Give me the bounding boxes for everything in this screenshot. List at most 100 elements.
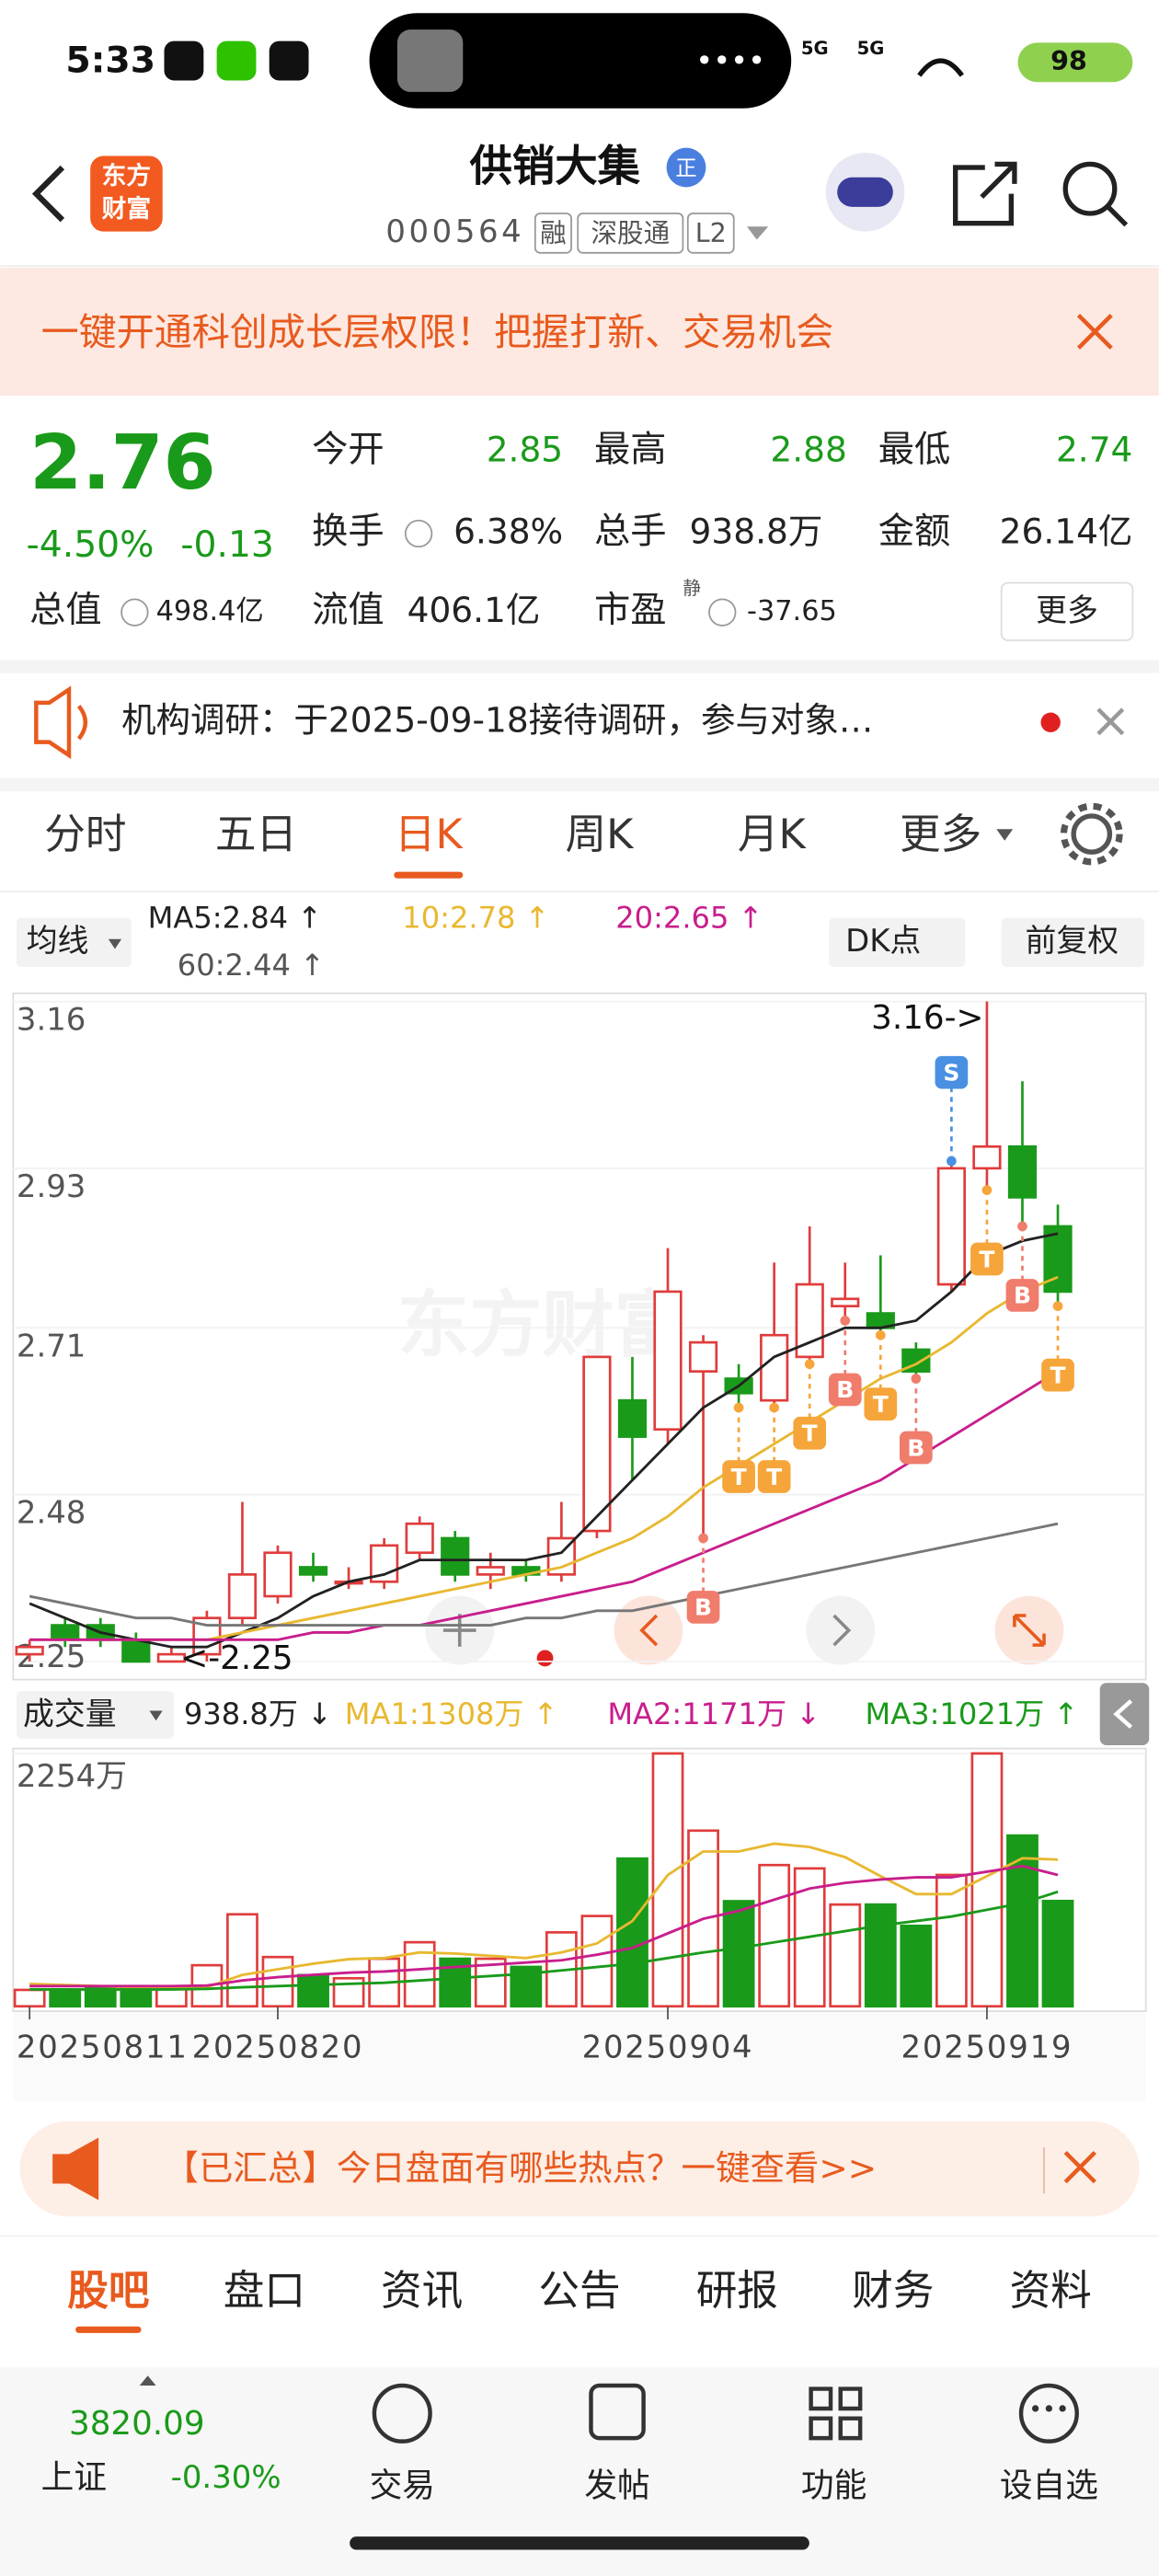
signal-badge — [935, 1055, 969, 1089]
nav-label[interactable]: 设自选 — [1000, 2467, 1098, 2505]
gear-teeth — [1060, 802, 1123, 866]
field-label: 总手 — [594, 511, 667, 552]
candle-body — [263, 1551, 293, 1598]
back-button[interactable] — [31, 165, 65, 223]
signal-dot — [733, 1402, 744, 1413]
volume-button[interactable] — [16, 1691, 175, 1739]
section-tab[interactable]: 研报 — [696, 2267, 778, 2315]
info-icon — [708, 598, 737, 627]
index-value: 3820.09 — [69, 2405, 205, 2443]
nav-label[interactable]: 功能 — [801, 2467, 866, 2505]
period-tab[interactable]: 分时 — [44, 811, 126, 858]
adjust-button[interactable] — [1001, 917, 1144, 968]
section-tab[interactable]: 资料 — [1010, 2267, 1092, 2315]
dropdown-arrow — [108, 938, 122, 949]
index-name: 上证 — [41, 2459, 107, 2497]
dk-label[interactable]: DK点 — [845, 923, 921, 959]
section-tab[interactable]: 资讯 — [381, 2267, 463, 2315]
signal-badge — [899, 1431, 933, 1465]
trade-icon[interactable] — [372, 2383, 432, 2444]
period-tab[interactable]: 更多 — [900, 811, 981, 858]
tag: L2 — [695, 217, 727, 248]
section-tab[interactable]: 盘口 — [224, 2267, 305, 2315]
y-tick-label: 2.25 — [17, 1639, 86, 1674]
expand-icon — [1013, 1614, 1046, 1647]
field-label: 金额 — [878, 511, 951, 552]
section-tab[interactable]: 财务 — [852, 2267, 934, 2315]
volume-bar — [1006, 1834, 1039, 2008]
candle-body — [441, 1536, 470, 1576]
last-price: 2.76 — [29, 420, 216, 507]
watchlist-icon[interactable] — [1018, 2383, 1079, 2444]
volume-button-label[interactable]: 成交量 — [23, 1696, 117, 1731]
adjust-label[interactable]: 前复权 — [1026, 923, 1119, 959]
nav-label[interactable]: 交易 — [370, 2467, 435, 2505]
signal-label: T — [873, 1391, 889, 1418]
candle-body — [298, 1566, 328, 1576]
period-tab[interactable]: 五日 — [215, 811, 297, 858]
side-tab[interactable] — [1099, 1683, 1150, 1746]
close-icon[interactable] — [1096, 707, 1125, 736]
y-tick-label: 3.16 — [17, 1002, 86, 1038]
share-button[interactable] — [952, 161, 1017, 226]
ad-text[interactable]: 【已汇总】今日盘面有哪些热点？一键查看>> — [165, 2148, 878, 2189]
field-label: 最低 — [878, 429, 951, 470]
tag-box — [686, 213, 735, 254]
chevron — [1113, 1699, 1133, 1730]
more-button[interactable] — [1000, 581, 1134, 641]
volume-bar — [758, 1863, 791, 2008]
ma-line — [29, 1864, 1059, 1988]
nav-label[interactable]: 发帖 — [584, 2467, 649, 2505]
badge-text: 正 — [675, 155, 696, 180]
tag-box — [534, 213, 572, 254]
chevron — [639, 1614, 659, 1647]
network: 5G — [857, 38, 885, 59]
signal-label: T — [731, 1464, 747, 1490]
period-tab[interactable]: 月K — [738, 811, 808, 858]
signal-dot — [769, 1402, 780, 1413]
watermark: 东方财富 — [397, 1282, 686, 1367]
y-tick-label: 2.48 — [17, 1495, 86, 1531]
notice-text[interactable]: 机构调研：于2025-09-18接待调研，参与对象… — [121, 700, 873, 741]
chevron — [832, 1614, 852, 1647]
section-tab[interactable]: 公告 — [538, 2267, 620, 2315]
banner-text[interactable]: 一键开通科创成长层权限！把握打新、交易机会 — [41, 310, 834, 354]
info-icon — [120, 598, 149, 627]
post-icon[interactable] — [589, 2383, 646, 2441]
field-value: 498.4亿 — [156, 595, 264, 627]
close-icon[interactable] — [1063, 2151, 1096, 2184]
period-tab[interactable]: 周K — [565, 811, 635, 858]
dots: ••• — [1028, 2396, 1069, 2422]
prev-button[interactable] — [614, 1595, 683, 1665]
ad-bar[interactable] — [19, 2121, 1140, 2217]
candle-body — [972, 1144, 1002, 1170]
app-icon — [216, 40, 257, 81]
candle-body — [582, 1355, 612, 1533]
speaker-icon — [34, 685, 88, 760]
megaphone-icon — [52, 2137, 99, 2201]
ma-button[interactable] — [16, 917, 132, 968]
next-button[interactable] — [806, 1595, 876, 1665]
signal-badge — [686, 1591, 720, 1624]
ma-button-label[interactable]: 均线 — [27, 923, 89, 959]
volume-panel — [12, 1747, 1147, 2012]
field-value: 2.74 — [1056, 429, 1132, 469]
section-tab[interactable]: 股吧 — [67, 2267, 149, 2315]
logo — [90, 155, 163, 232]
function-icon[interactable] — [809, 2386, 863, 2441]
dk-button[interactable] — [829, 917, 966, 968]
signal-badge — [828, 1373, 862, 1407]
settings-button[interactable] — [1071, 813, 1113, 855]
field-label: 总值 — [29, 590, 102, 631]
signal-badge — [864, 1387, 898, 1421]
ma-line — [29, 1370, 1059, 1641]
signal-badge — [970, 1242, 1004, 1276]
period-tab[interactable]: 日K — [395, 811, 465, 858]
dropdown-arrow[interactable] — [747, 226, 769, 240]
robot-face — [837, 177, 893, 207]
search-button[interactable] — [1062, 161, 1118, 216]
island-thumb — [396, 29, 464, 92]
close-icon[interactable] — [1076, 314, 1113, 350]
more-label[interactable]: 更多 — [1036, 592, 1098, 628]
signal-label: B — [694, 1594, 712, 1621]
